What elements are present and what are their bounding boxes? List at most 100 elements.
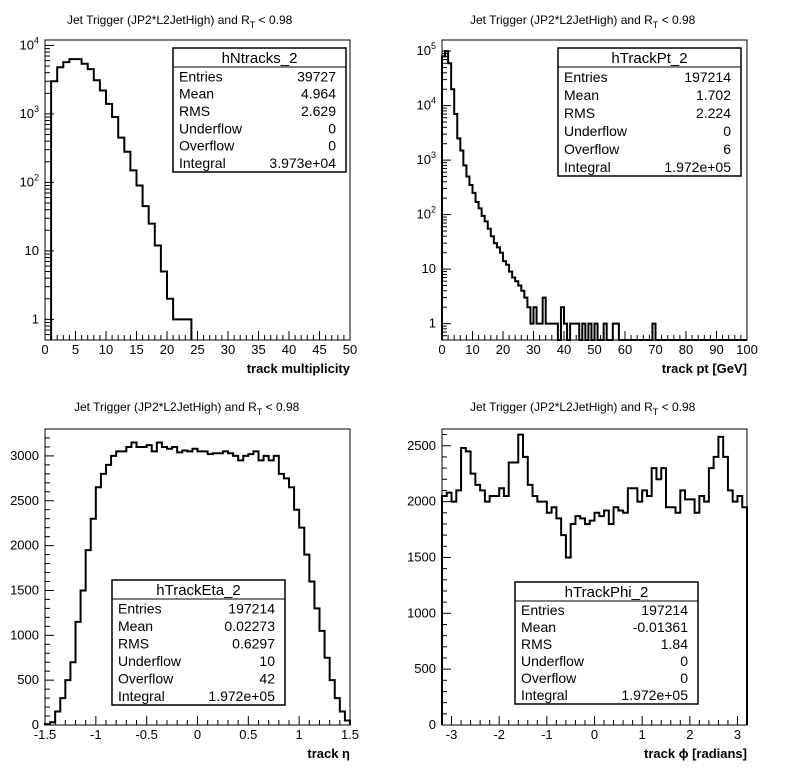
y-tick-label: 103 [20,104,39,121]
histogram-line [44,441,351,726]
stats-label: RMS [521,636,552,652]
y-tick-label: 2500 [407,438,436,453]
x-tick-label: 1 [639,727,646,742]
y-tick-label: 10 [25,243,39,258]
stats-value: 1.84 [661,636,688,652]
x-tick-label: 20 [496,342,510,357]
stats-value: 3.973e+04 [269,155,336,171]
y-tick-label: 1500 [10,582,39,597]
y-tick-label: 10 [422,261,436,276]
stats-value: 1.972e+05 [621,687,688,703]
panel-title: Jet Trigger (JP2*L2JetHigh) and RT < 0.9… [67,13,293,30]
y-tick-label: 1 [32,311,39,326]
stats-value: 197214 [684,69,731,85]
y-tick-label: 103 [417,150,436,167]
x-tick-label: 10 [99,342,113,357]
y-tick-label: 1000 [407,605,436,620]
x-tick-label: 25 [190,342,204,357]
y-tick-label: 2500 [10,493,39,508]
x-tick-label: 0 [438,342,445,357]
stats-value: 0 [680,653,688,669]
x-tick-label: 20 [160,342,174,357]
stats-title: hNtracks_2 [222,50,298,67]
x-tick-label: -1 [541,727,553,742]
x-tick-label: 0 [591,727,598,742]
x-tick-label: 50 [587,342,601,357]
y-tick-label: 500 [414,661,436,676]
stats-value: 1.972e+05 [664,159,731,175]
y-tick-label: 3000 [10,448,39,463]
stats-label: Integral [179,155,226,171]
x-tick-label: 35 [251,342,265,357]
stats-value: 6 [723,141,731,157]
stats-label: Overflow [118,671,174,687]
stats-value: 2.629 [301,103,336,119]
x-tick-label: -2 [493,727,505,742]
stats-value: 0 [723,123,731,139]
stats-value: 42 [259,671,275,687]
x-tick-label: 70 [648,342,662,357]
y-tick-label: 105 [417,41,436,58]
x-tick-label: 100 [736,342,758,357]
stats-value: 197214 [228,601,275,617]
y-tick-label: 104 [417,96,436,113]
x-tick-label: 30 [526,342,540,357]
x-tick-label: -0.5 [135,727,157,742]
stats-value: 0 [328,138,336,154]
panel-title: Jet Trigger (JP2*L2JetHigh) and RT < 0.9… [74,400,300,417]
stats-title: hTrackPt_2 [611,50,687,67]
stats-value: 2.224 [696,105,731,121]
stats-label: Underflow [179,120,243,136]
stats-label: Integral [118,688,165,704]
stats-value: 0 [328,120,336,136]
stats-label: Underflow [564,123,628,139]
stats-label: Overflow [564,141,620,157]
x-tick-label: 10 [465,342,479,357]
histogram-panel-1: Jet Trigger (JP2*L2JetHigh) and RT < 0.9… [20,13,358,376]
histogram-panel-4: Jet Trigger (JP2*L2JetHigh) and RT < 0.9… [407,400,748,761]
x-tick-label: 3 [734,727,741,742]
stats-label: Entries [564,69,608,85]
y-tick-label: 0 [429,717,436,732]
stats-label: Integral [564,159,611,175]
panel-title: Jet Trigger (JP2*L2JetHigh) and RT < 0.9… [470,13,696,30]
y-tick-label: 2000 [10,538,39,553]
histogram-panel-3: Jet Trigger (JP2*L2JetHigh) and RT < 0.9… [10,400,359,761]
stats-title: hTrackPhi_2 [565,584,649,601]
x-tick-label: 2 [686,727,693,742]
x-tick-label: 1 [296,727,303,742]
x-tick-label: 0 [41,342,48,357]
stats-label: RMS [179,103,210,119]
x-tick-label: -3 [446,727,458,742]
panel-title: Jet Trigger (JP2*L2JetHigh) and RT < 0.9… [470,400,696,417]
stats-value: 1.972e+05 [208,688,275,704]
stats-label: Entries [118,601,162,617]
x-axis-label: track multiplicity [247,361,351,376]
stats-value: 1.702 [696,87,731,103]
stats-value: 10 [259,653,275,669]
x-tick-label: 0.5 [239,727,257,742]
stats-label: Mean [564,87,599,103]
stats-box-htracketa: hTrackEta_2 Entries 197214 Mean 0.02273 RMS 0.… [111,579,286,706]
stats-label: Entries [521,602,565,618]
x-tick-label: 0 [194,727,201,742]
y-tick-label: 102 [20,172,39,189]
x-tick-label: 5 [72,342,79,357]
x-axis-label: track ϕ [radians] [644,746,747,761]
x-axis-label: track pt [GeV] [662,361,747,376]
stats-value: 39727 [297,68,336,84]
x-tick-label: -1 [90,727,102,742]
x-tick-label: 80 [679,342,693,357]
y-tick-label: 104 [20,35,39,52]
stats-label: Mean [118,618,153,634]
histogram-line [441,433,748,725]
x-tick-label: 15 [129,342,143,357]
x-tick-label: 40 [557,342,571,357]
stats-value: 0.02273 [224,618,275,634]
histogram-line [441,50,747,341]
y-tick-label: 500 [17,672,39,687]
x-tick-label: 90 [709,342,723,357]
